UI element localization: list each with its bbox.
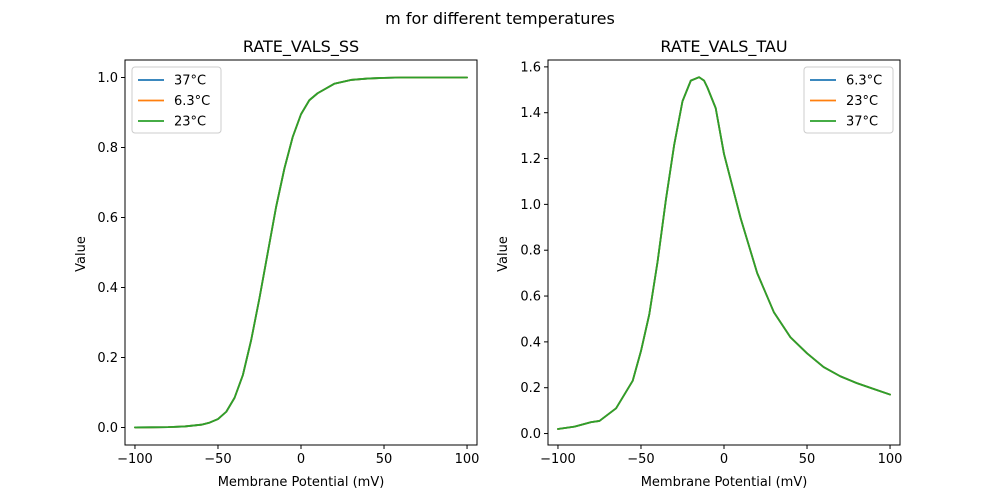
y-tick-label: 0.4 <box>520 335 541 350</box>
x-tick-label: 100 <box>455 452 480 467</box>
x-tick-label: −50 <box>627 452 654 467</box>
y-tick-label: 0.2 <box>97 351 118 366</box>
x-tick-label: 50 <box>376 452 393 467</box>
figure-suptitle: m for different temperatures <box>385 9 615 28</box>
y-axis-label: Value <box>74 236 89 272</box>
y-tick-label: 1.6 <box>520 60 541 75</box>
y-tick-label: 0.0 <box>520 427 541 442</box>
y-tick-label: 1.4 <box>520 106 541 121</box>
legend-label: 6.3°C <box>174 94 210 109</box>
x-tick-label: −100 <box>117 452 153 467</box>
x-tick-label: −100 <box>540 452 576 467</box>
x-tick-label: 100 <box>878 452 903 467</box>
legend-label: 23°C <box>846 94 878 109</box>
y-tick-label: 0.0 <box>97 421 118 436</box>
x-tick-label: 0 <box>720 452 728 467</box>
chart-panel-ss: RATE_VALS_SS Membrane Potential (mV) Val… <box>74 37 479 490</box>
y-tick-label: 0.6 <box>520 290 541 305</box>
series-lines <box>134 76 468 429</box>
series-line-3 <box>134 76 468 429</box>
legend-label: 37°C <box>846 115 878 130</box>
legend-box <box>803 66 894 134</box>
legend: 6.3°C 23°C 37°C <box>803 66 894 134</box>
y-tick-label: 0.8 <box>520 244 541 259</box>
series-lines <box>557 76 891 430</box>
y-axis-label: Value <box>496 236 511 272</box>
x-axis-label: Membrane Potential (mV) <box>641 475 808 490</box>
legend-box <box>131 66 222 134</box>
chart-title: RATE_VALS_SS <box>243 37 359 57</box>
legend-label: 23°C <box>174 115 206 130</box>
y-tick-label: 0.8 <box>97 141 118 156</box>
legend-label: 37°C <box>174 74 206 89</box>
legend: 37°C 6.3°C 23°C <box>131 66 222 134</box>
chart-title: RATE_VALS_TAU <box>660 37 787 57</box>
chart-panel-tau: RATE_VALS_TAU Membrane Potential (mV) Va… <box>496 37 902 490</box>
y-tick-label: 0.6 <box>97 211 118 226</box>
x-tick-label: −50 <box>204 452 231 467</box>
x-tick-label: 0 <box>297 452 305 467</box>
x-tick-label: 50 <box>799 452 816 467</box>
y-tick-label: 1.2 <box>520 152 541 167</box>
legend-label: 6.3°C <box>846 74 882 89</box>
y-tick-label: 1.0 <box>520 198 541 213</box>
y-tick-label: 1.0 <box>97 71 118 86</box>
x-axis-label: Membrane Potential (mV) <box>218 475 385 490</box>
series-line-3 <box>557 76 891 430</box>
y-tick-label: 0.2 <box>520 381 541 396</box>
y-tick-label: 0.4 <box>97 281 118 296</box>
